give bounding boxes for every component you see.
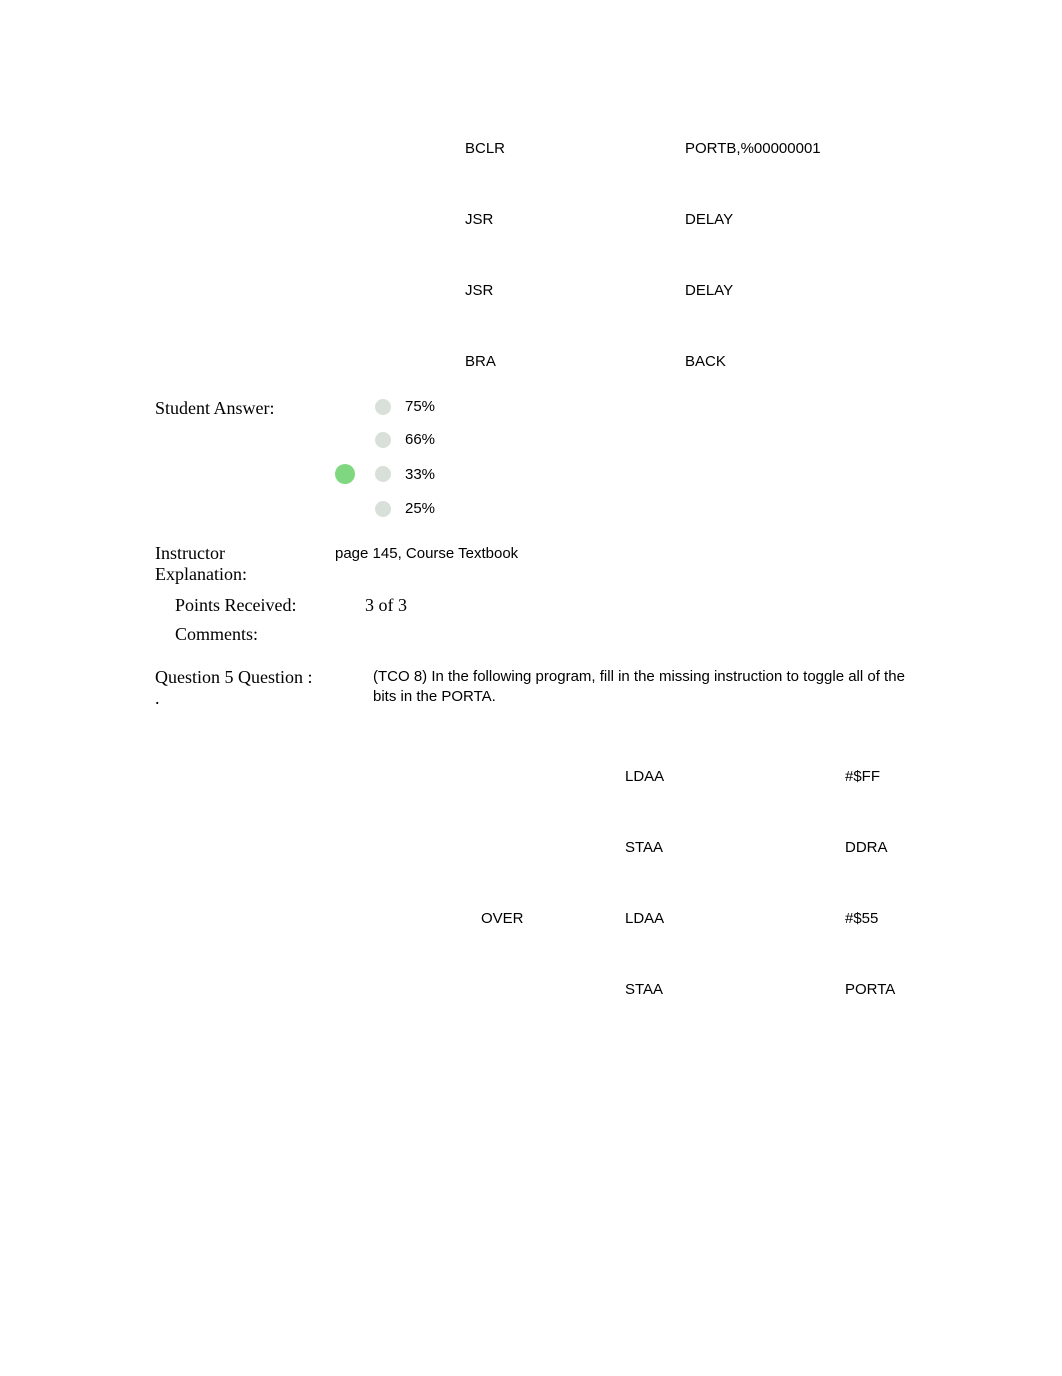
radio-icon (375, 399, 391, 415)
code-row: STAA PORTA (481, 981, 922, 998)
instructor-block: Instructor Explanation: page 145, Course… (155, 543, 922, 645)
mnemonic: STAA (625, 981, 845, 998)
answer-option-selected: 33% (375, 464, 922, 484)
answer-options: 75% 66% 33% 25% (335, 398, 922, 533)
label-col: OVER (481, 910, 625, 927)
mnemonic: LDAA (625, 768, 845, 785)
student-answer-label: Student Answer: (155, 398, 335, 419)
radio-icon (375, 432, 391, 448)
answer-text: 66% (405, 431, 435, 448)
answer-option: 25% (375, 500, 922, 517)
radio-icon (375, 501, 391, 517)
mnemonic: BRA (465, 353, 685, 370)
label-col (481, 768, 625, 785)
page-content: BCLR PORTB,%00000001 JSR DELAY JSR DELAY… (0, 0, 1062, 998)
operand: PORTA (845, 981, 895, 998)
label-col (481, 981, 625, 998)
code-row: JSR DELAY (465, 282, 922, 299)
code-block-2: LDAA #$FF STAA DDRA OVER LDAA #$55 STAA … (481, 768, 922, 998)
instructor-text: page 145, Course Textbook (335, 543, 922, 585)
instructor-label-line2: Explanation: (155, 564, 247, 584)
operand: PORTB,%00000001 (685, 140, 821, 157)
mnemonic: LDAA (625, 910, 845, 927)
operand: BACK (685, 353, 726, 370)
answer-option: 66% (375, 431, 922, 448)
mnemonic: JSR (465, 211, 685, 228)
operand: DELAY (685, 211, 733, 228)
mnemonic: STAA (625, 839, 845, 856)
instructor-label-line1: Instructor (155, 543, 225, 563)
operand: #$55 (845, 910, 878, 927)
correct-check-icon (335, 464, 355, 484)
instructor-label: Instructor Explanation: (155, 543, 335, 585)
question-number: Question 5 (155, 667, 234, 687)
code-block-1: BCLR PORTB,%00000001 JSR DELAY JSR DELAY… (465, 140, 922, 370)
points-received-label: Points Received: (155, 595, 335, 616)
question-5-text: (TCO 8) In the following program, fill i… (373, 667, 922, 708)
operand: #$FF (845, 768, 880, 785)
code-row: JSR DELAY (465, 211, 922, 228)
answer-text: 33% (405, 466, 435, 483)
student-answer-block: Student Answer: 75% 66% 33% 25% (155, 398, 922, 533)
question-dot: . (155, 688, 160, 708)
operand: DELAY (685, 282, 733, 299)
question-5-right: (TCO 8) In the following program, fill i… (335, 667, 922, 998)
code-row: OVER LDAA #$55 (481, 910, 922, 927)
code-row: BRA BACK (465, 353, 922, 370)
mnemonic: JSR (465, 282, 685, 299)
code-row: STAA DDRA (481, 839, 922, 856)
label-col (481, 839, 625, 856)
mnemonic: BCLR (465, 140, 685, 157)
answer-text: 25% (405, 500, 435, 517)
operand: DDRA (845, 839, 888, 856)
code-row: BCLR PORTB,%00000001 (465, 140, 922, 157)
question-label: Question : (238, 667, 313, 687)
question-5-left: Question 5 Question : . (155, 667, 335, 998)
comments-label: Comments: (155, 624, 922, 645)
radio-icon (375, 466, 391, 482)
answer-option: 75% (375, 398, 922, 415)
question-5-block: Question 5 Question : . (TCO 8) In the f… (155, 667, 922, 998)
answer-text: 75% (405, 398, 435, 415)
points-received-value: 3 of 3 (335, 595, 407, 616)
code-row: LDAA #$FF (481, 768, 922, 785)
